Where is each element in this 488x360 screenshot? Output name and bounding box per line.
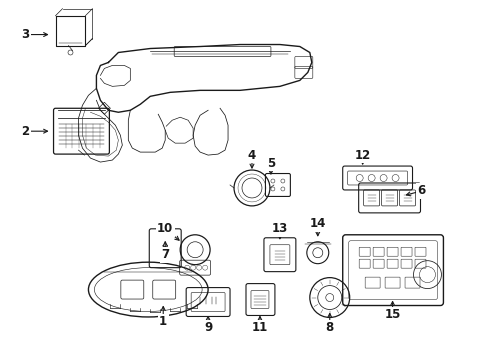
Text: 2: 2 [21, 125, 30, 138]
Text: 10: 10 [157, 222, 173, 235]
Text: 3: 3 [21, 28, 30, 41]
Text: 14: 14 [309, 217, 325, 230]
Text: 4: 4 [247, 149, 256, 162]
Text: 15: 15 [384, 308, 400, 321]
Text: 12: 12 [354, 149, 370, 162]
Text: 1: 1 [159, 315, 167, 328]
Text: 6: 6 [417, 184, 425, 197]
Text: 5: 5 [266, 157, 274, 170]
Text: 13: 13 [271, 222, 287, 235]
Text: 9: 9 [203, 321, 212, 334]
Text: 7: 7 [161, 248, 169, 261]
Text: 8: 8 [325, 321, 333, 334]
Text: 11: 11 [251, 321, 267, 334]
